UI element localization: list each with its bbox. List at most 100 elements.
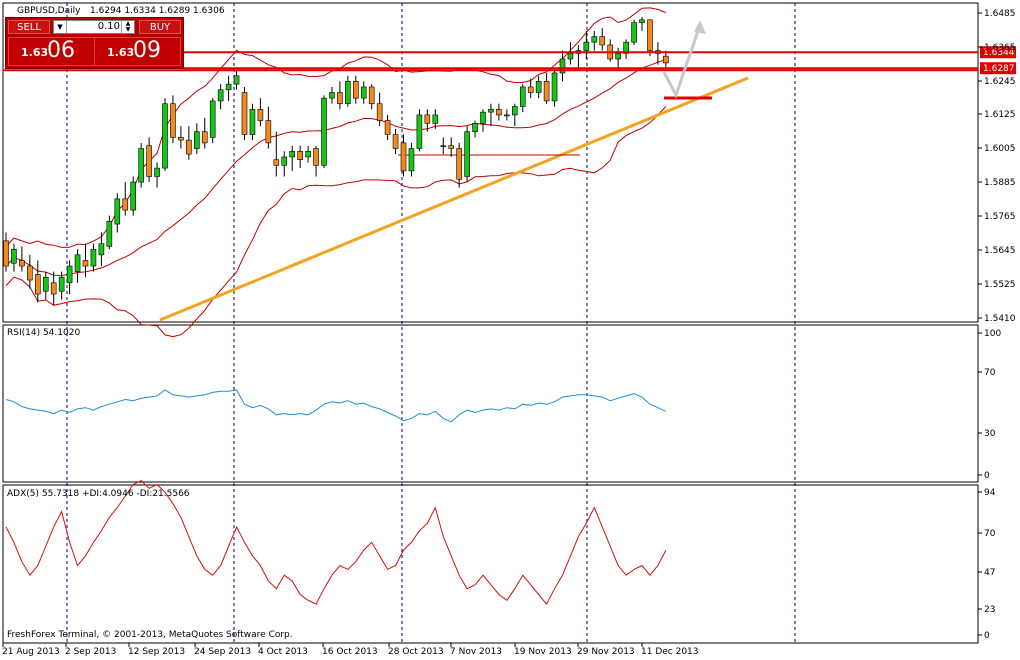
candle-body bbox=[360, 86, 367, 99]
middle-band bbox=[5, 59, 667, 277]
candle-body bbox=[448, 145, 455, 149]
candle-body bbox=[543, 81, 550, 102]
candle-body bbox=[345, 81, 351, 105]
candle-body bbox=[162, 103, 168, 169]
candle-body bbox=[122, 198, 129, 211]
price-tick-label: 1.6485 bbox=[984, 9, 1016, 19]
candle-body bbox=[424, 114, 431, 124]
adx-tick-label: 23 bbox=[984, 605, 995, 615]
candlesticks bbox=[3, 16, 669, 306]
candle-body bbox=[368, 86, 375, 105]
candle-body bbox=[313, 148, 319, 166]
level-price-label: 1.6287 bbox=[983, 64, 1015, 74]
candle-body bbox=[464, 131, 470, 177]
candle-body bbox=[559, 58, 566, 74]
price-tick-label: 1.5645 bbox=[984, 246, 1016, 256]
candle-body bbox=[352, 81, 359, 99]
level-price-tag bbox=[980, 46, 1016, 59]
candle-body bbox=[138, 148, 144, 183]
chevron-down-icon[interactable]: ▼ bbox=[54, 21, 67, 33]
price-tick-label: 1.6005 bbox=[984, 144, 1016, 154]
date-tick-label: 19 Nov 2013 bbox=[514, 647, 572, 657]
lot-size-input[interactable]: ▼ 0.10 ▲ ▼ bbox=[53, 20, 135, 34]
candle-body bbox=[567, 53, 574, 60]
candle-body bbox=[504, 114, 510, 117]
panel-frame bbox=[2, 2, 979, 323]
period-separators bbox=[66, 3, 796, 643]
adx-series bbox=[5, 479, 667, 605]
candle-body bbox=[408, 148, 415, 172]
date-tick-label: 16 Oct 2013 bbox=[322, 647, 378, 657]
candle-body bbox=[511, 106, 518, 116]
bid-price-button[interactable]: 1.63 06 bbox=[8, 37, 95, 66]
candle-body bbox=[440, 145, 447, 148]
lower-band bbox=[5, 106, 667, 338]
candle-body bbox=[11, 248, 17, 264]
forecast-arrowhead bbox=[694, 20, 706, 34]
candle-body bbox=[416, 114, 423, 149]
level-price-tag bbox=[980, 62, 1016, 75]
panel-frame bbox=[2, 484, 979, 644]
candle-body bbox=[249, 109, 256, 135]
level-price-label: 1.6344 bbox=[983, 48, 1015, 58]
candle-body bbox=[376, 103, 383, 121]
candle-body bbox=[42, 276, 49, 292]
price-tick-label: 1.6365 bbox=[984, 43, 1016, 53]
panel-frames bbox=[2, 2, 979, 644]
adx-tick-label: 47 bbox=[984, 568, 995, 578]
candle-body bbox=[615, 53, 621, 60]
candle-body bbox=[583, 41, 590, 51]
ask-price-pips: 09 bbox=[133, 38, 161, 63]
candle-body bbox=[289, 151, 296, 158]
candle-body bbox=[241, 92, 248, 135]
bid-price-prefix: 1.63 bbox=[21, 46, 49, 59]
candle-body bbox=[663, 55, 669, 64]
candle-body bbox=[74, 254, 81, 272]
candle-body bbox=[90, 248, 97, 267]
price-tick-label: 1.5765 bbox=[984, 212, 1016, 222]
candle-body bbox=[496, 109, 502, 116]
rsi-tick-label: 100 bbox=[984, 329, 1001, 339]
trend-line bbox=[159, 76, 749, 322]
candle-body bbox=[400, 142, 407, 172]
candle-body bbox=[639, 19, 645, 23]
candle-body bbox=[329, 92, 335, 99]
date-tick-label: 7 Nov 2013 bbox=[450, 647, 502, 657]
forecast-arrows bbox=[662, 20, 706, 99]
copyright-text: FreshForex Terminal, © 2001-2013, MetaQu… bbox=[7, 630, 293, 640]
price-tick-label: 1.6245 bbox=[984, 77, 1016, 87]
candle-body bbox=[527, 86, 534, 93]
candle-body bbox=[58, 276, 65, 292]
price-tick-label: 1.6125 bbox=[984, 110, 1016, 120]
candle-body bbox=[146, 145, 152, 177]
adx-tick-label: 0 bbox=[984, 631, 990, 641]
candle-body bbox=[3, 240, 9, 267]
buy-button[interactable]: BUY bbox=[139, 20, 181, 34]
adx-title: ADX(5) 55.7318 +DI:4.0946 -DI:21.5566 bbox=[7, 489, 190, 499]
sell-button[interactable]: SELL bbox=[8, 20, 50, 34]
lot-size-value: 0.10 bbox=[97, 21, 120, 32]
ask-price-button[interactable]: 1.63 09 bbox=[94, 37, 181, 66]
candle-body bbox=[647, 19, 653, 51]
date-tick-label: 2 Sep 2013 bbox=[65, 647, 116, 657]
candle-body bbox=[201, 131, 208, 144]
candle-body bbox=[66, 265, 73, 284]
candle-body bbox=[154, 167, 160, 177]
price-tick-label: 1.5525 bbox=[984, 280, 1016, 290]
spinner-icon[interactable]: ▲ ▼ bbox=[121, 21, 134, 33]
candle-body bbox=[599, 36, 606, 46]
candle-body bbox=[591, 36, 598, 43]
candle-body bbox=[305, 151, 311, 158]
rsi-title: RSI(14) 54.1020 bbox=[7, 328, 80, 338]
candle-body bbox=[480, 111, 486, 124]
candle-body bbox=[432, 114, 439, 124]
candle-body bbox=[27, 265, 33, 281]
candle-body bbox=[281, 156, 288, 166]
candle-body bbox=[472, 123, 478, 133]
rsi-tick-label: 30 bbox=[984, 429, 996, 439]
candle-body bbox=[488, 109, 494, 113]
candle-body bbox=[257, 109, 264, 121]
candle-body bbox=[186, 139, 192, 155]
candle-body bbox=[297, 151, 303, 161]
